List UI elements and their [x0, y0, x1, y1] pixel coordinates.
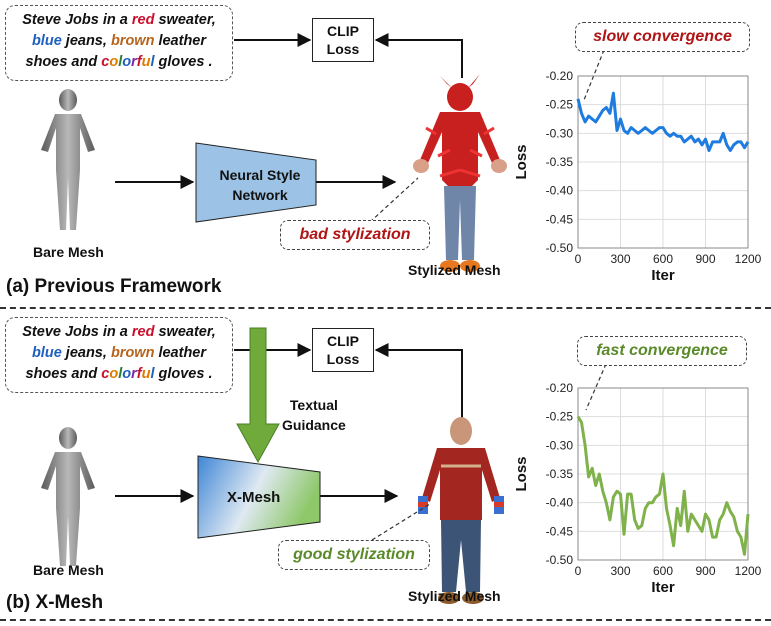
colorful-letter: u [141, 366, 151, 382]
good-stylization-callout: good stylization [278, 540, 430, 570]
x-tick-label: 300 [610, 564, 630, 578]
callout-pointer-slow [583, 49, 605, 101]
colorful-letter: r [131, 54, 137, 70]
arrow-mesh-to-clip-bottom [374, 343, 463, 418]
colorful-letter: l [150, 366, 155, 382]
colorful-letter: f [136, 54, 142, 70]
colorful-letter: c [101, 366, 110, 382]
section-label-xmesh: (b) X-Mesh [6, 592, 104, 613]
y-tick-label: -0.45 [546, 212, 574, 226]
neural-style-network-shape [195, 142, 317, 223]
stylized-mesh-label-bottom: Stylized Mesh [408, 588, 501, 604]
neural-style-network-label: Neural Style Network [219, 167, 301, 203]
x-tick-label: 1200 [735, 252, 762, 266]
colorful-letter: l [150, 54, 155, 70]
colorful-letter: f [136, 366, 142, 382]
clip-loss-box-bottom: CLIP Loss [312, 328, 374, 372]
textual-guidance-label: Textual Guidance [282, 397, 346, 433]
x-tick-label: 600 [653, 564, 673, 578]
section-label-previous: (a) Previous Framework [6, 276, 222, 297]
stylized-mesh-figure-bottom [418, 417, 504, 604]
plot-frame [577, 387, 749, 561]
bare-mesh-figure-top [41, 89, 95, 230]
clip-loss-box-top: CLIP Loss [312, 18, 374, 62]
arrow-mesh-to-clip-top [374, 33, 463, 78]
xmesh-network-shape [197, 455, 321, 539]
colorful-letter: o [122, 366, 132, 382]
x-tick-label: 600 [653, 252, 673, 266]
callout-pointer-fast [585, 363, 607, 411]
colorful-letter: l [118, 366, 123, 382]
xmesh-label: X-Mesh [227, 489, 281, 506]
y-tick-label: -0.25 [546, 410, 574, 424]
x-tick-label: 900 [695, 252, 715, 266]
colorful-letter: o [122, 54, 132, 70]
y-tick-label: -0.35 [546, 467, 574, 481]
x-tick-label: 1200 [735, 564, 762, 578]
callout-pointer-bad [369, 177, 419, 223]
plot-frame [577, 75, 749, 249]
y-tick-label: -0.40 [546, 496, 574, 510]
colorful-letter: u [141, 54, 151, 70]
x-tick-label: 0 [575, 252, 582, 266]
y-axis-label: Loss [513, 144, 530, 179]
x-tick-label: 900 [695, 564, 715, 578]
loss-chart-previous: -0.20 -0.25 -0.30 -0.35 -0.40 -0.45 -0.500 300 6… [513, 69, 762, 284]
textual-guidance-arrow [236, 327, 280, 464]
y-tick-label: -0.30 [546, 438, 574, 452]
stylized-mesh-label-top: Stylized Mesh [408, 262, 501, 278]
bare-mesh-figure-bottom [41, 427, 95, 566]
x-tick-label: 0 [575, 564, 582, 578]
colorful-letter: l [118, 54, 123, 70]
callout-pointer-good [371, 503, 431, 541]
colorful-letter: r [131, 366, 137, 382]
y-tick-label: -0.40 [546, 184, 574, 198]
colorful-letter: c [101, 54, 110, 70]
x-axis-label: Iter [651, 579, 675, 596]
x-tick-label: 300 [610, 252, 630, 266]
bare-mesh-label-bottom: Bare Mesh [33, 562, 104, 578]
slow-convergence-callout: slow convergence [575, 22, 750, 52]
x-axis-label: Iter [651, 267, 675, 284]
y-tick-label: -0.20 [546, 69, 574, 83]
y-tick-label: -0.45 [546, 524, 574, 538]
loss-chart-xmesh: -0.20 -0.25 -0.30 -0.35 -0.40 -0.45 -0.500 300 6… [513, 381, 762, 596]
bottom-border [0, 619, 771, 621]
text-prompt-box-top: Steve Jobs in a red sweater, blue jeans,… [5, 5, 233, 81]
bad-stylization-callout: bad stylization [280, 220, 430, 250]
loss-series-line [576, 415, 750, 556]
fast-convergence-callout: fast convergence [577, 336, 747, 366]
stylized-mesh-figure-top [413, 74, 507, 272]
y-tick-label: -0.35 [546, 155, 574, 169]
colorful-letter: o [109, 366, 119, 382]
y-tick-label: -0.50 [546, 241, 574, 255]
y-tick-label: -0.30 [546, 126, 574, 140]
section-divider [0, 307, 771, 309]
colorful-letter: o [109, 54, 119, 70]
y-tick-label: -0.50 [546, 553, 574, 567]
loss-series-line [576, 91, 750, 152]
text-prompt-box-bottom: Steve Jobs in a red sweater, blue jeans,… [5, 317, 233, 393]
y-axis-label: Loss [513, 456, 530, 491]
y-tick-label: -0.25 [546, 98, 574, 112]
y-tick-label: -0.20 [546, 381, 574, 395]
bare-mesh-label-top: Bare Mesh [33, 244, 104, 260]
